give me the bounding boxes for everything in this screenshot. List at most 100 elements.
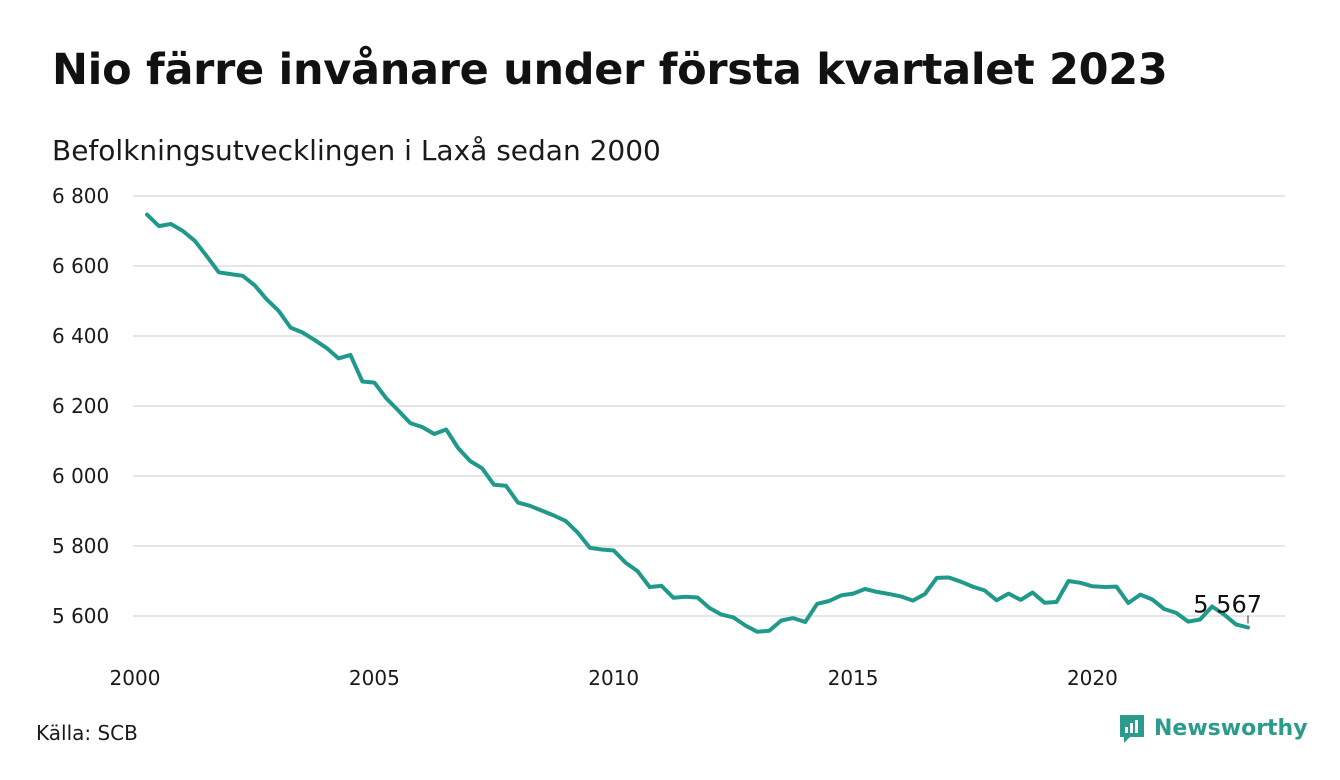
data-point xyxy=(1174,611,1178,615)
data-point xyxy=(707,606,711,610)
data-point xyxy=(277,309,281,313)
data-point xyxy=(169,222,173,226)
data-point xyxy=(241,274,245,278)
x-tick-label: 2010 xyxy=(588,666,639,690)
x-tick-label: 2005 xyxy=(349,666,400,690)
data-point xyxy=(205,254,209,258)
y-tick-label: 5 800 xyxy=(52,534,109,558)
data-point xyxy=(348,353,352,357)
series-layer xyxy=(145,212,1250,634)
data-point xyxy=(324,346,328,350)
y-tick-label: 6 200 xyxy=(52,394,109,418)
data-point xyxy=(1055,600,1059,604)
data-point xyxy=(1246,626,1250,630)
data-point xyxy=(995,598,999,602)
data-point xyxy=(576,531,580,535)
data-point xyxy=(444,427,448,431)
data-point xyxy=(540,509,544,513)
data-point xyxy=(253,283,257,287)
data-point xyxy=(528,504,532,508)
data-point xyxy=(1138,593,1142,597)
chart-title: Nio färre invånare under första kvartale… xyxy=(52,45,1168,95)
brand[interactable]: Newsworthy xyxy=(1118,713,1308,745)
data-point xyxy=(755,630,759,634)
data-point xyxy=(432,432,436,436)
data-point xyxy=(516,501,520,505)
data-point xyxy=(875,590,879,594)
data-point xyxy=(588,546,592,550)
data-point xyxy=(480,466,484,470)
data-point xyxy=(672,596,676,600)
data-point xyxy=(456,446,460,450)
data-point xyxy=(731,615,735,619)
data-point xyxy=(660,584,664,588)
data-point xyxy=(743,623,747,627)
data-point xyxy=(1102,585,1106,589)
data-point xyxy=(1234,622,1238,626)
data-point xyxy=(289,326,293,330)
data-point xyxy=(504,484,508,488)
newsworthy-logo-icon xyxy=(1120,715,1144,743)
data-point xyxy=(564,519,568,523)
data-point xyxy=(1007,592,1011,596)
data-point xyxy=(408,421,412,425)
data-point xyxy=(863,587,867,591)
x-tick-label: 2020 xyxy=(1067,666,1118,690)
data-point xyxy=(923,592,927,596)
y-tick-label: 6 600 xyxy=(52,254,109,278)
x-tick-label: 2000 xyxy=(110,666,161,690)
data-point xyxy=(815,602,819,606)
data-point xyxy=(983,588,987,592)
data-point xyxy=(1090,584,1094,588)
data-point xyxy=(372,381,376,385)
data-point xyxy=(1019,598,1023,602)
data-point xyxy=(959,580,963,584)
data-point xyxy=(899,594,903,598)
data-point xyxy=(1114,585,1118,589)
data-point xyxy=(1066,579,1070,583)
data-point xyxy=(911,599,915,603)
data-point xyxy=(719,613,723,617)
data-point xyxy=(193,239,197,243)
end-label-layer: 5 567 xyxy=(1193,591,1262,624)
data-point xyxy=(612,549,616,553)
data-point xyxy=(695,595,699,599)
data-point xyxy=(779,619,783,623)
data-point xyxy=(624,561,628,565)
data-point xyxy=(384,396,388,400)
y-tick-label: 6 800 xyxy=(52,184,109,208)
data-point xyxy=(265,297,269,301)
data-point xyxy=(1162,607,1166,611)
chart-subtitle: Befolkningsutvecklingen i Laxå sedan 200… xyxy=(52,134,661,167)
data-point xyxy=(947,576,951,580)
data-point xyxy=(396,409,400,413)
y-tick-label: 6 400 xyxy=(52,324,109,348)
data-point xyxy=(420,425,424,429)
data-point xyxy=(827,599,831,603)
data-point xyxy=(1043,601,1047,605)
data-point xyxy=(839,593,843,597)
data-point xyxy=(803,620,807,624)
data-point xyxy=(600,548,604,552)
data-point xyxy=(229,272,233,276)
brand-name: Newsworthy xyxy=(1154,716,1308,741)
data-point xyxy=(492,483,496,487)
data-point xyxy=(552,514,556,518)
data-point xyxy=(157,224,161,228)
data-point xyxy=(1078,581,1082,585)
data-point xyxy=(181,229,185,233)
data-point xyxy=(1031,591,1035,595)
data-point xyxy=(791,616,795,620)
data-point xyxy=(648,585,652,589)
population-line xyxy=(145,212,1250,634)
data-point xyxy=(145,213,149,217)
data-point xyxy=(1126,601,1130,605)
source-note: Källa: SCB xyxy=(36,721,138,745)
data-point xyxy=(336,356,340,360)
end-value-label: 5 567 xyxy=(1193,591,1262,619)
data-point xyxy=(360,380,364,384)
y-axis-ticks: 5 600 5 800 6 000 6 200 6 400 6 600 6 800 xyxy=(52,184,109,628)
data-point xyxy=(851,592,855,596)
data-point xyxy=(684,595,688,599)
